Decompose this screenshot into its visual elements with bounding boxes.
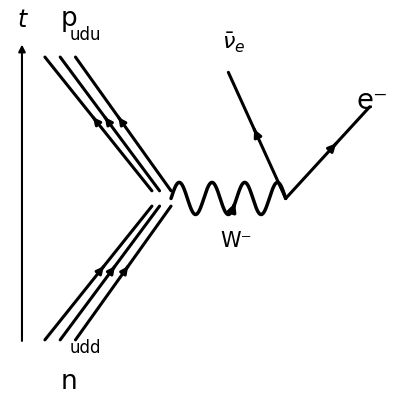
Text: t: t: [17, 8, 26, 32]
Text: udu: udu: [70, 26, 101, 44]
Text: W⁻: W⁻: [220, 231, 252, 251]
Text: udd: udd: [70, 339, 101, 357]
Text: n: n: [60, 368, 77, 394]
Text: p: p: [60, 6, 77, 32]
Text: e⁻: e⁻: [356, 87, 388, 115]
Text: $\bar{\nu}_e$: $\bar{\nu}_e$: [222, 31, 246, 55]
